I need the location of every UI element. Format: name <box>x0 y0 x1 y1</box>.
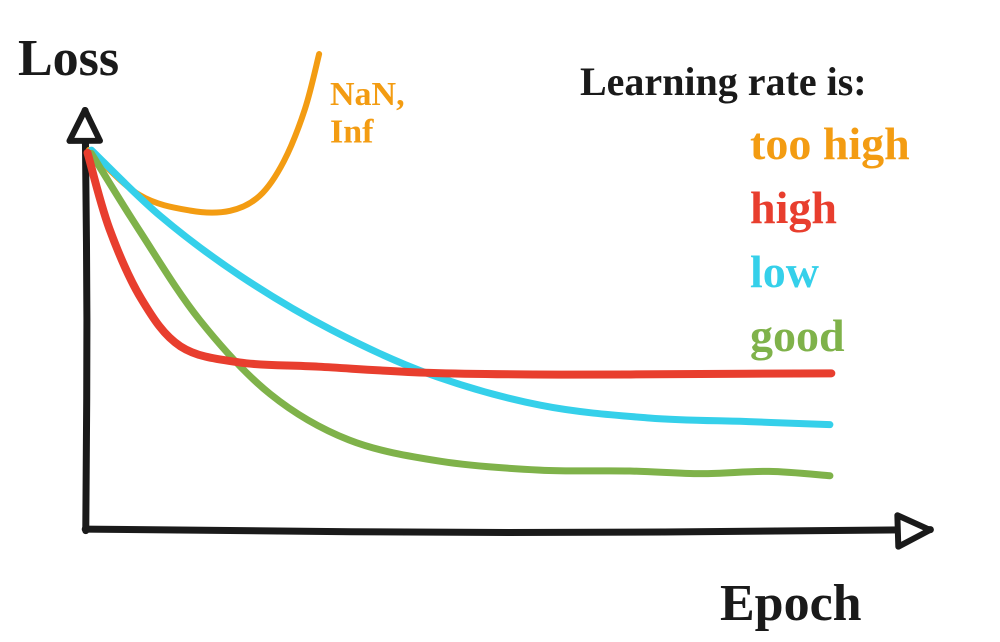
legend-item-good: good <box>750 310 845 361</box>
nan-annotation-line2: Inf <box>330 113 374 150</box>
legend-item-low: low <box>750 246 819 297</box>
y-axis-arrowhead <box>69 110 100 141</box>
legend-item-too-high: too high <box>750 118 910 169</box>
curve-high <box>88 153 832 375</box>
loss-vs-epoch-chart: Loss Epoch NaN, Inf Learning rate is: to… <box>0 0 1000 642</box>
x-axis <box>85 529 930 532</box>
nan-annotation-line1: NaN, <box>330 76 405 113</box>
y-axis-label: Loss <box>18 30 119 87</box>
legend-item-high: high <box>750 182 837 233</box>
curve-low <box>91 150 829 425</box>
y-axis <box>85 110 87 530</box>
x-axis-arrowhead <box>897 515 930 546</box>
legend-title: Learning rate is: <box>580 59 867 104</box>
curve-too-high <box>89 54 319 213</box>
x-axis-label: Epoch <box>720 575 862 632</box>
curve-good <box>91 153 830 475</box>
